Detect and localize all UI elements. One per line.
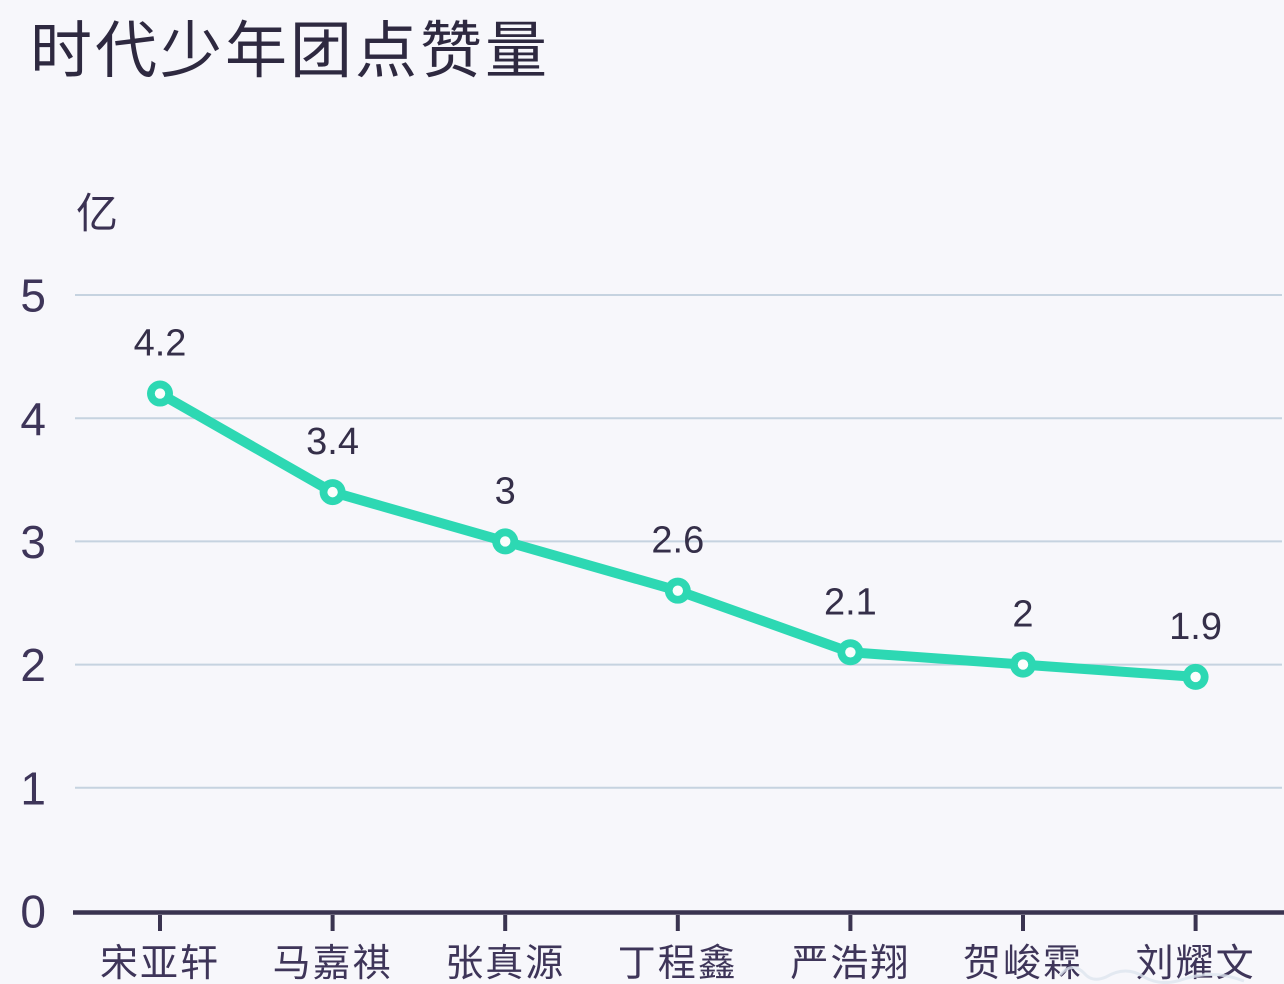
y-tick-label: 1 [20, 762, 46, 814]
x-tick-label: 宋亚轩 [100, 943, 220, 984]
x-tick-label: 张真源 [445, 943, 565, 984]
data-point-label: 4.2 [134, 323, 187, 365]
data-point-marker-hole [327, 486, 338, 498]
data-point-label: 2.1 [824, 581, 877, 623]
data-point-label: 3.4 [306, 421, 359, 463]
y-axis-unit-label: 亿 [76, 190, 119, 237]
data-point-label: 2 [1012, 594, 1033, 636]
data-point-marker-hole [1017, 659, 1029, 670]
y-tick-label: 0 [20, 886, 46, 938]
data-point-marker-hole [845, 647, 856, 658]
watermark [1058, 966, 1245, 984]
data-point-label: 3 [495, 470, 516, 512]
y-tick-label: 5 [20, 270, 46, 322]
data-point-label: 2.6 [651, 520, 704, 562]
x-tick-label: 严浩翔 [790, 943, 910, 984]
x-tick-label: 马嘉祺 [273, 943, 393, 984]
y-tick-label: 3 [20, 516, 46, 568]
data-point-marker-hole [672, 585, 683, 596]
y-tick-label: 2 [20, 639, 46, 691]
data-point-marker-hole [500, 536, 511, 547]
y-tick-label: 4 [20, 393, 46, 445]
data-point-marker-hole [1190, 671, 1201, 683]
x-tick-label: 丁程鑫 [618, 943, 738, 984]
data-point-marker-hole [154, 388, 166, 399]
x-tick-label: 贺峻霖 [963, 943, 1083, 984]
chart-title: 时代少年团点赞量 [30, 17, 551, 86]
data-point-label: 1.9 [1169, 606, 1222, 648]
